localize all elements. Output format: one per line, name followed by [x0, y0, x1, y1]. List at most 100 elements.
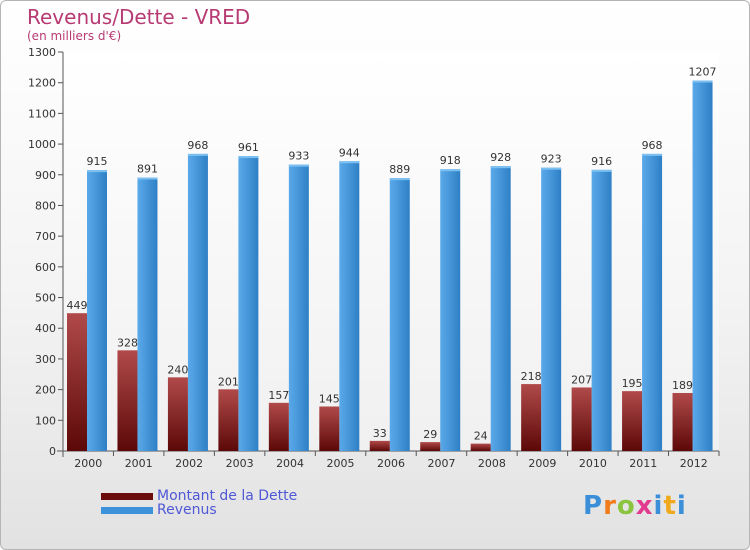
value-label-revenue: 891: [137, 163, 158, 176]
value-label-debt: 449: [67, 299, 88, 312]
bar-debt: [218, 389, 239, 451]
bar-revenue: [642, 153, 663, 451]
value-label-revenue: 968: [642, 139, 663, 152]
bars: [67, 80, 713, 452]
legend-item-debt: Montant de la Dette: [101, 488, 298, 504]
y-tick-label: 1200: [28, 77, 56, 90]
value-label-debt: 328: [117, 336, 138, 349]
bar-debt: [369, 440, 390, 451]
bar-debt: [67, 313, 87, 451]
bar-revenue-top: [692, 80, 713, 83]
chart-title: Revenus/Dette - VRED: [27, 5, 251, 29]
y-tick-label: 500: [35, 292, 56, 305]
bar-revenue: [238, 156, 259, 451]
x-tick-label: 2003: [226, 457, 254, 470]
bar-debt: [117, 350, 138, 451]
bar-revenue-top: [87, 170, 107, 173]
bar-revenue: [339, 161, 360, 451]
y-tick-label: 1000: [28, 138, 56, 151]
bar-revenue: [440, 169, 461, 451]
bar-revenue: [288, 164, 309, 452]
bar-revenue: [692, 80, 713, 451]
value-label-revenue: 968: [187, 139, 208, 152]
x-tick-label: 2005: [327, 457, 355, 470]
bar-revenue: [187, 153, 208, 451]
value-label-debt: 29: [423, 428, 437, 441]
bar-revenue-top: [389, 178, 410, 181]
value-label-revenue: 916: [591, 155, 612, 168]
y-tick-label: 100: [35, 414, 56, 427]
value-label-revenue: 928: [490, 151, 511, 164]
x-tick-label: 2000: [74, 457, 102, 470]
y-tick-label: 900: [35, 169, 56, 182]
value-label-revenue: 889: [389, 163, 410, 176]
value-label-debt: 201: [218, 375, 239, 388]
value-label-debt: 195: [622, 377, 643, 390]
x-tick-label: 2011: [629, 457, 657, 470]
bar-debt: [672, 392, 693, 451]
bar-debt: [268, 402, 289, 451]
value-label-debt: 218: [521, 370, 542, 383]
bar-revenue: [137, 177, 158, 451]
bar-revenue-top: [591, 169, 612, 172]
bar-debt: [622, 391, 643, 451]
legend-swatch-debt: [101, 492, 153, 500]
value-label-debt: 240: [167, 363, 188, 376]
bar-revenue: [87, 170, 107, 451]
bar-revenue: [490, 166, 511, 451]
bar-debt: [470, 443, 491, 451]
bar-revenue-top: [642, 153, 663, 156]
x-tick-label: 2001: [125, 457, 153, 470]
y-tick-label: 400: [35, 322, 56, 335]
value-label-debt: 207: [571, 373, 592, 386]
y-tick-label: 1100: [28, 107, 56, 120]
x-tick-label: 2008: [478, 457, 506, 470]
bar-debt: [319, 406, 340, 451]
x-tick-label: 2009: [528, 457, 556, 470]
x-tick-label: 2004: [276, 457, 304, 470]
y-tick-label: 200: [35, 384, 56, 397]
value-label-debt: 189: [672, 379, 693, 392]
bar-revenue: [591, 169, 612, 451]
x-tick-label: 2002: [175, 457, 203, 470]
value-label-debt: 145: [319, 392, 340, 405]
bar-debt: [420, 442, 441, 451]
y-tick-label: 1300: [28, 46, 56, 59]
legend-item-revenue: Revenus: [101, 502, 217, 518]
value-label-revenue: 933: [288, 150, 309, 163]
legend-label-revenue: Revenus: [157, 502, 217, 518]
bar-revenue-top: [440, 169, 461, 172]
bar-revenue-top: [137, 177, 158, 180]
x-tick-label: 2006: [377, 457, 405, 470]
value-label-revenue: 1207: [689, 66, 717, 79]
y-tick-label: 700: [35, 230, 56, 243]
y-tick-label: 600: [35, 261, 56, 274]
y-tick-label: 800: [35, 199, 56, 212]
value-label-revenue: 918: [440, 154, 461, 167]
value-label-revenue: 923: [541, 153, 562, 166]
value-labels: 2000 915 449 2001 891 328 2002 968 240 2003 961 201…: [67, 66, 717, 470]
y-tick-label: 0: [49, 445, 56, 458]
x-tick-label: 2007: [427, 457, 455, 470]
legend-swatch-revenue: [101, 506, 153, 514]
bar-revenue-top: [187, 153, 208, 156]
value-label-revenue: 961: [238, 141, 259, 154]
legend-label-debt: Montant de la Dette: [157, 488, 298, 504]
chart-subtitle: (en milliers d'€): [27, 29, 122, 43]
brand-logo: Proxiti: [583, 491, 687, 521]
value-label-debt: 24: [474, 430, 488, 443]
x-tick-label: 2012: [680, 457, 708, 470]
bar-revenue-top: [541, 167, 562, 170]
bar-debt: [521, 384, 542, 451]
bar-revenue-top: [339, 161, 360, 164]
bar-debt: [571, 387, 592, 451]
bar-debt: [167, 377, 188, 451]
bar-revenue-top: [490, 166, 511, 169]
value-label-debt: 157: [268, 389, 289, 402]
x-tick-label: 2010: [579, 457, 607, 470]
bar-revenue: [541, 167, 562, 451]
bar-revenue-top: [238, 156, 259, 159]
value-label-debt: 33: [373, 427, 387, 440]
